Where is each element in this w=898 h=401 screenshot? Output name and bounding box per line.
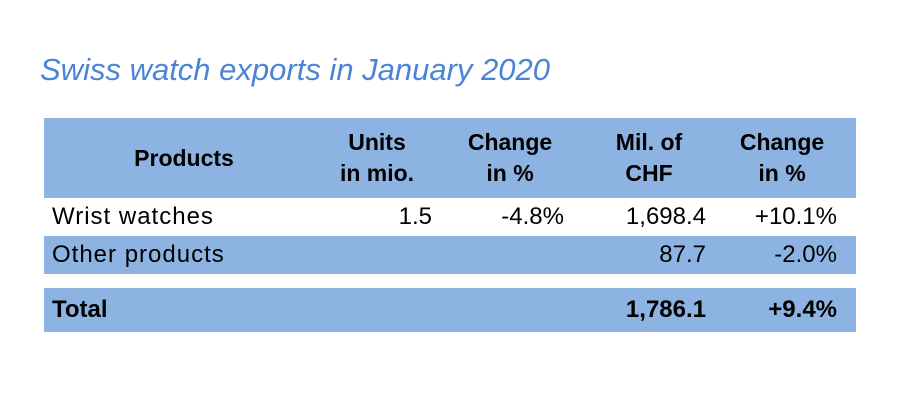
cell-product: Total	[52, 296, 108, 323]
cell-chf-change: -2.0%	[774, 241, 837, 268]
table-row-total: Total 1,786.1 +9.4%	[44, 288, 856, 332]
cell-chf-change: +10.1%	[754, 203, 837, 230]
cell-chf: 1,786.1	[625, 296, 706, 323]
cell-product: Other products	[52, 241, 225, 268]
cell-chf-change: +9.4%	[768, 296, 837, 323]
table-row-wrist-watches: Wrist watches 1.5 -4.8% 1,698.4 +10.1%	[44, 198, 856, 236]
row-gap	[44, 274, 856, 288]
exports-table: Products Units in mio. Change in % Mil. …	[44, 118, 856, 332]
cell-units-change: -4.8%	[501, 203, 564, 230]
cell-product: Wrist watches	[52, 203, 214, 230]
header-units-change: Change in %	[467, 129, 553, 186]
cell-chf: 87.7	[659, 241, 706, 268]
cell-units-change	[444, 236, 564, 274]
cell-units-change	[444, 288, 564, 332]
cell-units	[332, 236, 432, 274]
cell-units	[332, 288, 432, 332]
cell-chf: 1,698.4	[625, 203, 706, 230]
header-chf: Mil. of CHF	[615, 129, 683, 186]
header-units: Units in mio.	[339, 129, 415, 186]
table-header-row: Products Units in mio. Change in % Mil. …	[44, 118, 856, 198]
header-products: Products	[134, 144, 234, 171]
table-row-other-products: Other products 87.7 -2.0%	[44, 236, 856, 274]
table-title: Swiss watch exports in January 2020	[40, 52, 551, 87]
header-chf-change: Change in %	[739, 129, 825, 186]
cell-units: 1.5	[398, 203, 432, 230]
